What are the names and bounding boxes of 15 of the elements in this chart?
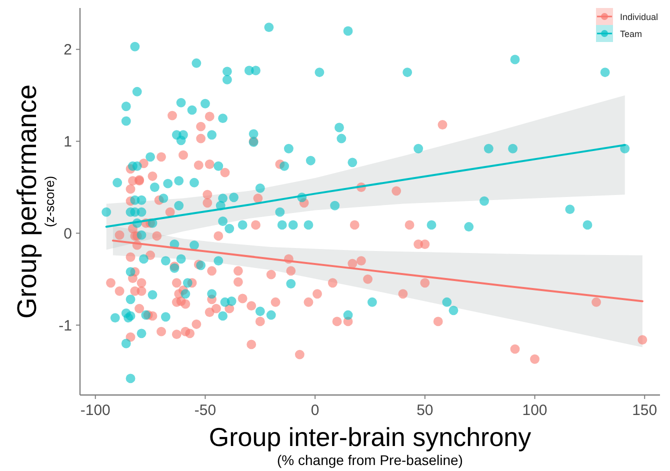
legend-label: Team — [620, 29, 642, 39]
x-tick-label: 100 — [522, 402, 548, 419]
line-series — [112, 240, 644, 302]
y-tick-label: -1 — [58, 317, 72, 334]
y-tick-label: 1 — [64, 134, 72, 151]
y-tick-label: 2 — [64, 42, 72, 59]
legend-label: Individual — [620, 12, 658, 22]
x-tick-label: -50 — [194, 402, 216, 419]
y-axis-title: Group performance (z-score) — [12, 84, 57, 319]
x-tick-label: 150 — [632, 402, 658, 419]
y-tick-label: 0 — [64, 225, 72, 242]
x-tick-label: 0 — [310, 402, 320, 419]
x-tick-label: -100 — [80, 402, 110, 419]
x-tick-label: 50 — [416, 402, 434, 419]
x-axis-title: Group inter-brain synchrony (% change from Pre-baseline) — [208, 422, 532, 468]
